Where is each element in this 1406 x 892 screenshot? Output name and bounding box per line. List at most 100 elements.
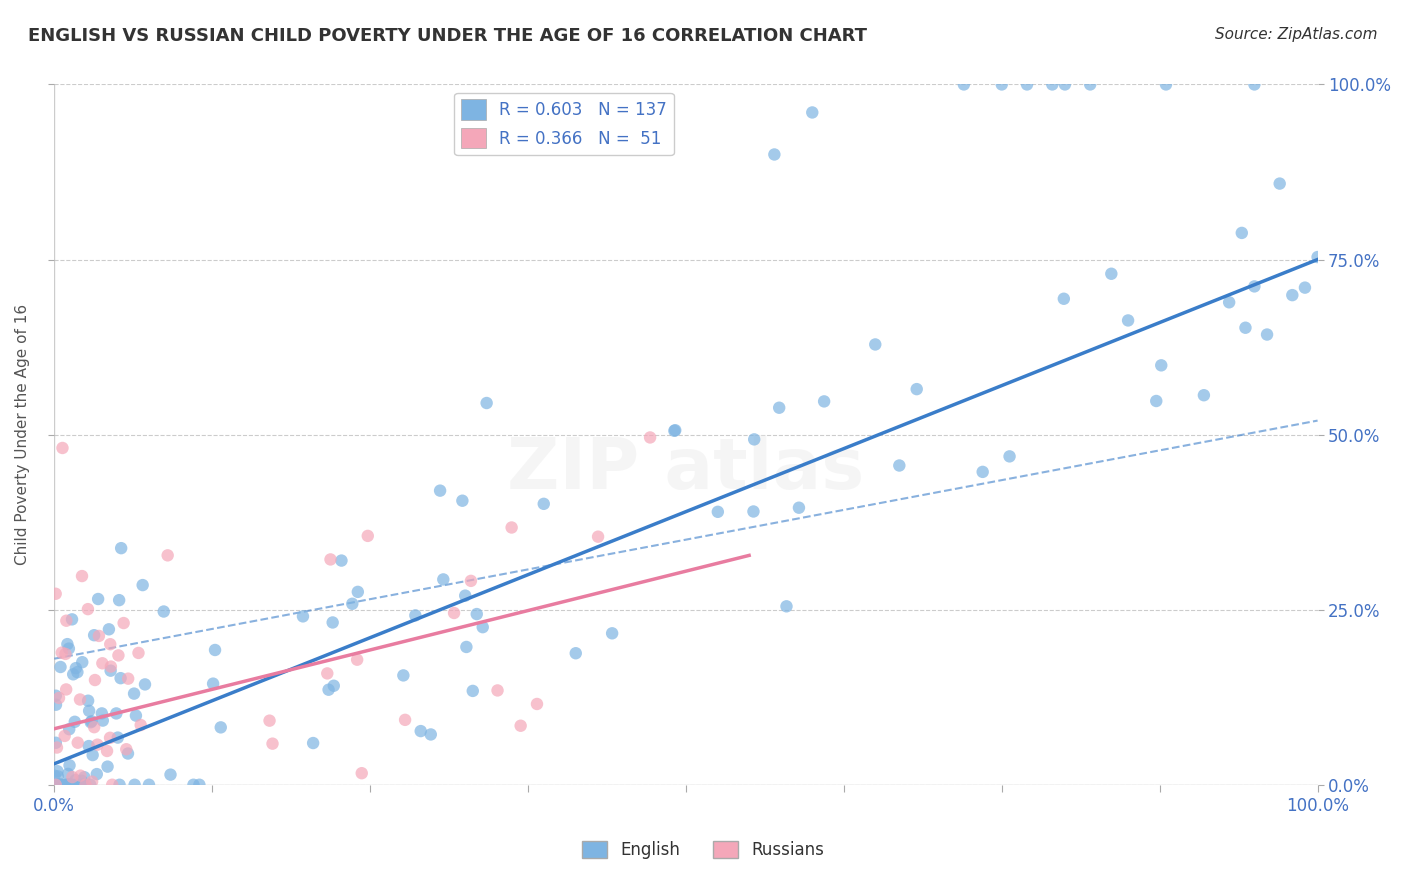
English xyxy=(1150,359,1173,373)
Text: Source: ZipAtlas.com: Source: ZipAtlas.com xyxy=(1215,27,1378,42)
English xyxy=(58,758,80,772)
English xyxy=(122,687,145,701)
English xyxy=(461,684,484,698)
English xyxy=(1281,288,1303,302)
English xyxy=(77,739,100,753)
Russians xyxy=(115,742,138,756)
English xyxy=(1053,78,1076,92)
English xyxy=(108,778,131,792)
Russians xyxy=(443,606,465,620)
Russians xyxy=(45,587,67,601)
English xyxy=(202,676,225,690)
Russians xyxy=(100,659,122,673)
English xyxy=(65,661,87,675)
English xyxy=(1256,327,1278,342)
English xyxy=(56,778,79,792)
English xyxy=(775,599,797,614)
English xyxy=(49,778,72,792)
Russians xyxy=(82,774,104,789)
English xyxy=(763,147,786,161)
English xyxy=(1234,320,1257,334)
English xyxy=(59,778,82,792)
English xyxy=(59,778,82,792)
English xyxy=(49,778,72,792)
English xyxy=(183,778,205,792)
English xyxy=(209,720,232,734)
English xyxy=(83,628,105,642)
Russians xyxy=(394,713,416,727)
English xyxy=(801,105,824,120)
English xyxy=(330,553,353,567)
Legend: English, Russians: English, Russians xyxy=(575,834,831,866)
English xyxy=(131,578,153,592)
English xyxy=(1015,78,1038,92)
English xyxy=(1116,313,1139,327)
English xyxy=(1218,295,1240,310)
Russians xyxy=(526,697,548,711)
English xyxy=(86,767,108,781)
English xyxy=(90,706,112,721)
English xyxy=(66,665,89,680)
Russians xyxy=(101,778,124,792)
English xyxy=(471,620,494,634)
English xyxy=(62,667,84,681)
English xyxy=(70,773,93,788)
Russians xyxy=(87,629,110,643)
English xyxy=(475,396,498,410)
English xyxy=(302,736,325,750)
English xyxy=(91,714,114,728)
English xyxy=(1040,78,1063,92)
Russians xyxy=(156,549,179,563)
Legend: R = 0.603   N = 137, R = 0.366   N =  51: R = 0.603 N = 137, R = 0.366 N = 51 xyxy=(454,93,673,155)
English xyxy=(998,450,1021,464)
English xyxy=(107,731,129,745)
English xyxy=(56,778,79,792)
English xyxy=(48,778,70,792)
English xyxy=(100,664,122,678)
English xyxy=(346,585,368,599)
Russians xyxy=(262,737,284,751)
English xyxy=(990,78,1012,92)
English xyxy=(65,773,87,788)
English xyxy=(73,778,96,792)
English xyxy=(451,493,474,508)
Russians xyxy=(46,740,69,755)
English xyxy=(1243,78,1265,92)
English xyxy=(73,770,96,784)
Russians xyxy=(486,683,509,698)
English xyxy=(80,715,103,730)
English xyxy=(44,769,66,783)
English xyxy=(1306,250,1329,264)
Russians xyxy=(96,744,118,758)
Russians xyxy=(460,574,482,588)
Russians xyxy=(107,648,129,663)
English xyxy=(565,646,588,660)
English xyxy=(77,694,100,708)
English xyxy=(291,609,314,624)
English xyxy=(46,769,69,783)
English xyxy=(97,623,120,637)
Russians xyxy=(60,770,83,784)
English xyxy=(1144,394,1167,409)
English xyxy=(45,778,67,792)
English xyxy=(664,423,686,437)
English xyxy=(742,433,765,447)
English xyxy=(56,637,79,651)
English xyxy=(159,767,181,781)
Russians xyxy=(112,615,135,630)
English xyxy=(1099,267,1122,281)
English xyxy=(1078,78,1101,92)
English xyxy=(404,608,426,623)
Russians xyxy=(69,769,91,783)
English xyxy=(77,704,100,718)
English xyxy=(813,394,835,409)
English xyxy=(45,689,67,703)
Russians xyxy=(55,682,77,697)
English xyxy=(70,778,93,792)
English xyxy=(82,747,104,762)
English xyxy=(58,778,80,792)
Russians xyxy=(346,653,368,667)
English xyxy=(456,640,478,654)
English xyxy=(56,767,79,781)
English xyxy=(533,497,555,511)
